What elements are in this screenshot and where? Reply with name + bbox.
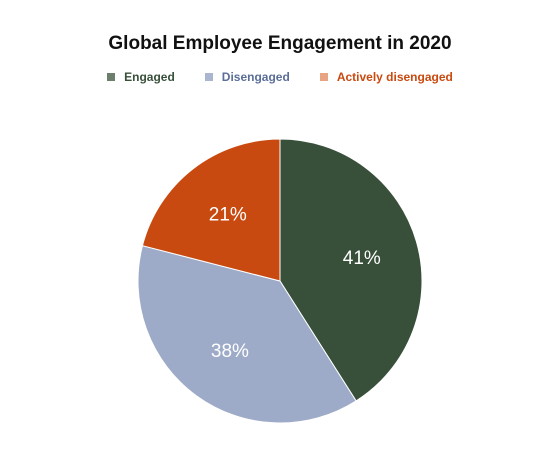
pie-slice-actively-disengaged: [141, 138, 281, 282]
legend-swatch-actively-disengaged: [319, 73, 328, 81]
slice-label-engaged: 41%: [343, 248, 381, 269]
slice-label-actively-disengaged: 21%: [209, 205, 247, 226]
legend-item-engaged: Engaged: [107, 70, 175, 84]
slice-label-disengaged: 38%: [211, 341, 249, 362]
legend-label-engaged: Engaged: [124, 70, 175, 84]
chart-title: Global Employee Engagement in 2020: [108, 33, 452, 54]
legend-item-disengaged: Disengaged: [204, 70, 290, 84]
pie-slice-disengaged: [137, 245, 357, 424]
legend-label-actively-disengaged: Actively disengaged: [336, 70, 453, 84]
legend-swatch-disengaged: [204, 73, 213, 81]
legend-item-actively-disengaged: Actively disengaged: [319, 70, 453, 84]
legend-swatch-engaged: [107, 73, 116, 81]
legend-label-disengaged: Disengaged: [221, 70, 290, 84]
legend: Engaged Disengaged Actively disengaged: [0, 70, 560, 84]
pie-slice-engaged: [279, 138, 423, 402]
